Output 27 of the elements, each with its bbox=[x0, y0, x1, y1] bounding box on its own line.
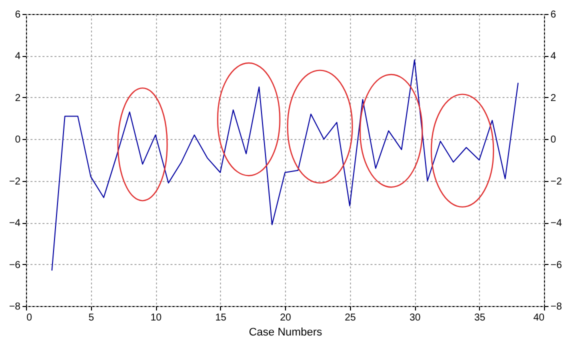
y-tick-label: 4 bbox=[14, 51, 21, 62]
x-tick-label: 10 bbox=[150, 312, 162, 324]
y2-tick-label: −4 bbox=[550, 218, 562, 230]
y2-tick-label: −6 bbox=[550, 260, 562, 271]
x-tick-label: 30 bbox=[409, 312, 421, 324]
y-tick-label: −8 bbox=[9, 302, 21, 312]
y-tick-label: −4 bbox=[9, 218, 21, 230]
y-tick-label: −6 bbox=[9, 260, 21, 271]
y2-tick-label: 6 bbox=[550, 10, 556, 20]
x-tick-label: 25 bbox=[344, 312, 356, 324]
x-tick-label: 15 bbox=[215, 312, 227, 324]
x-tick-label: 40 bbox=[533, 312, 545, 324]
y2-tick-label: 0 bbox=[550, 134, 556, 146]
x-tick-label: 5 bbox=[88, 312, 94, 324]
y2-tick-label: −2 bbox=[550, 176, 562, 188]
x-axis-title: Case Numbers bbox=[248, 326, 323, 338]
y-tick-label: 2 bbox=[14, 92, 21, 104]
y2-tick-label: 4 bbox=[550, 51, 556, 62]
x-tick-label: 35 bbox=[474, 312, 486, 324]
x-tick-label: 20 bbox=[280, 312, 292, 324]
y2-tick-label: 2 bbox=[550, 92, 556, 104]
x-tick-label: 0 bbox=[26, 312, 32, 324]
y-tick-label: −2 bbox=[9, 176, 21, 188]
y-tick-label: 0 bbox=[14, 134, 21, 146]
y-tick-label: 6 bbox=[14, 10, 21, 20]
y2-tick-label: −8 bbox=[550, 302, 562, 312]
line-series bbox=[51, 59, 519, 272]
